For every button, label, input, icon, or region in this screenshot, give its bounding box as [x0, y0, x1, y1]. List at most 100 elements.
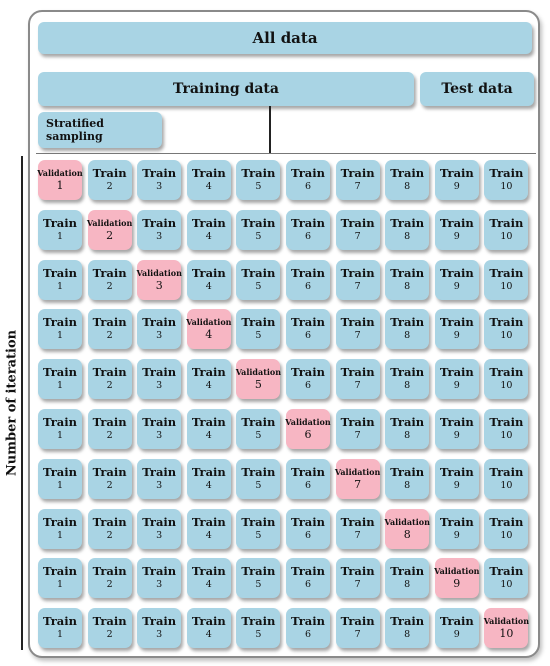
fold-label: Train — [191, 166, 226, 180]
fold-label: Train — [489, 564, 524, 579]
fold-number: 10 — [500, 430, 513, 441]
fold-number: 3 — [155, 278, 163, 292]
fold-label: Train — [191, 415, 226, 429]
fold-label: Train — [43, 265, 77, 280]
fold-number: 4 — [205, 529, 212, 541]
fold-label: Train — [43, 315, 77, 330]
train-fold: Train 6 — [286, 309, 330, 350]
fold-label: Train — [43, 614, 77, 629]
fold-number: 2 — [106, 430, 113, 441]
iteration-row: Train 1 Train 2 Train 3 Train 4 Train 5 Validation… — [38, 409, 534, 449]
fold-label: Train — [340, 265, 375, 280]
fold-number: 5 — [255, 629, 262, 641]
fold-label: Train — [142, 514, 177, 529]
train-fold: Train 9 — [434, 359, 479, 400]
train-fold: Train 7 — [335, 209, 380, 250]
train-fold: Train 1 — [38, 409, 82, 449]
validation-fold: Validation 1 — [37, 160, 83, 200]
train-fold: Train 3 — [137, 160, 182, 200]
fold-number: 7 — [354, 579, 361, 591]
fold-label: Train — [390, 265, 425, 280]
fold-label: Validation — [235, 367, 282, 378]
train-fold: Train 2 — [87, 359, 132, 400]
fold-label: Train — [390, 215, 425, 230]
fold-number: 6 — [304, 579, 312, 591]
train-fold: Train 5 — [236, 160, 281, 200]
fold-label: Train — [92, 365, 127, 380]
iteration-row: Train 1 Train 2 Train 3 Train 4 Train 5 Train 6 Trai… — [38, 558, 534, 599]
fold-number: 3 — [156, 230, 163, 242]
fold-label: Train — [291, 265, 325, 280]
fold-label: Train — [241, 166, 276, 180]
fold-number: 5 — [255, 579, 262, 591]
fold-number: 7 — [354, 629, 361, 641]
train-fold: Train 5 — [236, 309, 281, 350]
fold-number: 2 — [106, 330, 113, 342]
fold-number: 7 — [354, 477, 362, 491]
fold-number: 4 — [205, 230, 212, 242]
fold-number: 8 — [404, 280, 411, 292]
fold-label: Train — [241, 265, 276, 280]
validation-fold: Validation 3 — [136, 259, 182, 300]
fold-number: 1 — [56, 179, 64, 192]
train-fold: Train 4 — [186, 558, 231, 599]
iteration-axis-line — [21, 156, 23, 650]
fold-number: 4 — [205, 280, 212, 292]
fold-label: Train — [291, 365, 325, 380]
fold-number: 3 — [156, 430, 163, 441]
train-fold: Train 1 — [38, 558, 82, 599]
train-fold: Train 5 — [236, 558, 281, 599]
fold-label: Train — [340, 315, 375, 330]
fold-number: 5 — [255, 529, 262, 541]
train-fold: Train 6 — [286, 259, 330, 300]
iteration-row: Train 1 Train 2 Train 3 Validation 4 Train 5 Train… — [38, 309, 534, 350]
fold-label: Validation — [483, 616, 530, 627]
fold-label: Train — [43, 464, 77, 479]
train-fold: Train 7 — [335, 608, 380, 649]
fold-number: 3 — [156, 529, 163, 541]
fold-label: Validation — [285, 417, 331, 427]
fold-number: 1 — [56, 529, 64, 541]
iteration-row: Train 1 Train 2 Train 3 Train 4 Validation 5 Train… — [38, 359, 534, 400]
fold-number: 8 — [404, 380, 411, 392]
fold-number: 3 — [156, 579, 163, 591]
fold-number: 6 — [304, 380, 312, 392]
train-fold: Train 3 — [137, 359, 182, 400]
train-fold: Train 2 — [87, 558, 132, 599]
fold-label: Train — [340, 215, 375, 230]
fold-label: Validation — [186, 317, 232, 328]
train-fold: Train 10 — [484, 508, 529, 549]
train-fold: Train 8 — [385, 458, 430, 499]
train-fold: Train 10 — [484, 309, 529, 350]
validation-fold: Validation 7 — [335, 458, 380, 499]
fold-label: Train — [439, 415, 474, 429]
fold-label: Train — [142, 215, 177, 230]
train-fold: Train 2 — [87, 259, 132, 300]
fold-label: Train — [489, 315, 524, 330]
fold-grid: Validation 1 Train 2 Train 3 Train 4 Train 5 Train… — [37, 160, 534, 656]
train-fold: Train 10 — [484, 558, 529, 599]
fold-number: 9 — [453, 230, 460, 242]
train-fold: Train 4 — [186, 259, 231, 300]
test-data-label: Test data — [441, 81, 513, 97]
fold-number: 7 — [354, 529, 361, 541]
train-fold: Train 8 — [385, 209, 430, 250]
train-fold: Train 8 — [385, 160, 430, 200]
train-fold: Train 6 — [286, 508, 330, 549]
train-fold: Train 8 — [385, 259, 430, 300]
train-fold: Train 2 — [87, 608, 132, 649]
fold-number: 6 — [304, 479, 312, 491]
fold-label: Train — [390, 166, 425, 180]
fold-label: Train — [241, 464, 276, 479]
fold-label: Train — [92, 315, 127, 330]
fold-label: Train — [439, 215, 474, 230]
fold-label: Train — [489, 514, 524, 529]
fold-label: Train — [439, 315, 474, 330]
fold-number: 7 — [354, 330, 361, 342]
fold-label: Train — [390, 564, 425, 579]
fold-label: Validation — [37, 168, 83, 178]
fold-label: Validation — [86, 217, 133, 228]
train-fold: Train 6 — [286, 608, 330, 649]
train-fold: Train 5 — [236, 608, 281, 649]
fold-label: Train — [340, 166, 375, 180]
